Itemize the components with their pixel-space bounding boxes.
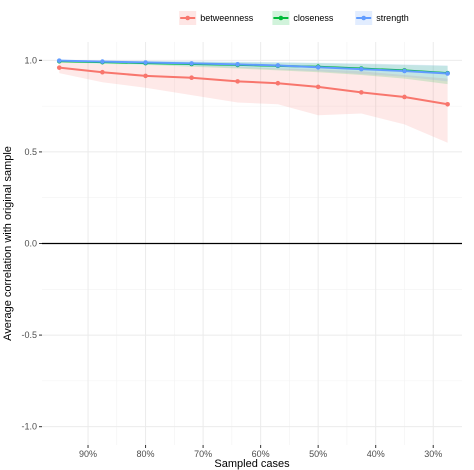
- point-strength: [359, 66, 364, 72]
- point-betweenness: [189, 75, 194, 81]
- legend-item-closeness: closeness: [272, 11, 334, 25]
- x-tick-label: 50%: [309, 449, 327, 459]
- point-betweenness: [275, 80, 281, 86]
- legend-item-betweenness: betweenness: [179, 11, 254, 25]
- y-tick-label: 1.0: [24, 55, 37, 65]
- point-betweenness: [56, 65, 62, 70]
- line-betweenness: [59, 66, 448, 106]
- legend-item-strength: strength: [355, 11, 409, 25]
- point-betweenness: [235, 79, 240, 84]
- x-tick-label: 80%: [137, 449, 155, 459]
- legend-label: closeness: [293, 13, 334, 23]
- axes: -1.0 -0.5 0.0 0.5 1.0 90% 80% 70% 60% 50% 40% 30%: [21, 55, 442, 459]
- x-tick-label: 90%: [79, 449, 97, 459]
- confidence-bands: [59, 60, 448, 143]
- point-strength: [189, 61, 194, 66]
- x-axis-title: Sampled cases: [214, 458, 290, 470]
- point-strength: [100, 59, 105, 64]
- point-betweenness: [445, 101, 450, 107]
- point-betweenness: [315, 84, 321, 90]
- point-betweenness: [143, 73, 148, 79]
- point-strength: [235, 62, 240, 67]
- x-tick-label: 70%: [194, 449, 212, 459]
- series-points: [56, 58, 450, 107]
- legend-label: strength: [376, 13, 409, 23]
- y-tick-label: -1.0: [21, 422, 37, 432]
- band-strength: [59, 60, 448, 82]
- point-betweenness: [100, 69, 105, 75]
- y-tick-label: 0.5: [24, 147, 37, 157]
- point-strength: [275, 63, 281, 68]
- point-strength: [56, 58, 62, 63]
- legend-key-point: [278, 15, 284, 21]
- legend: betweenness closeness strength: [179, 11, 409, 25]
- point-strength: [445, 71, 450, 76]
- band-closeness: [59, 60, 448, 85]
- x-tick-label: 30%: [424, 449, 442, 459]
- y-tick-label: -0.5: [21, 330, 37, 340]
- point-betweenness: [359, 90, 364, 95]
- legend-key-point: [185, 15, 190, 21]
- legend-label: betweenness: [200, 13, 254, 23]
- point-strength: [143, 60, 148, 65]
- series-lines: [59, 59, 448, 106]
- band-betweenness: [59, 62, 448, 143]
- line-strength: [59, 59, 448, 75]
- point-betweenness: [402, 94, 407, 100]
- point-strength: [402, 68, 407, 74]
- x-tick-label: 40%: [367, 449, 385, 459]
- y-axis-title: Average correlation with original sample: [2, 146, 14, 341]
- point-strength: [315, 64, 321, 70]
- x-tick-label: 60%: [252, 449, 270, 459]
- y-tick-label: 0.0: [24, 239, 37, 249]
- legend-key-point: [361, 15, 367, 21]
